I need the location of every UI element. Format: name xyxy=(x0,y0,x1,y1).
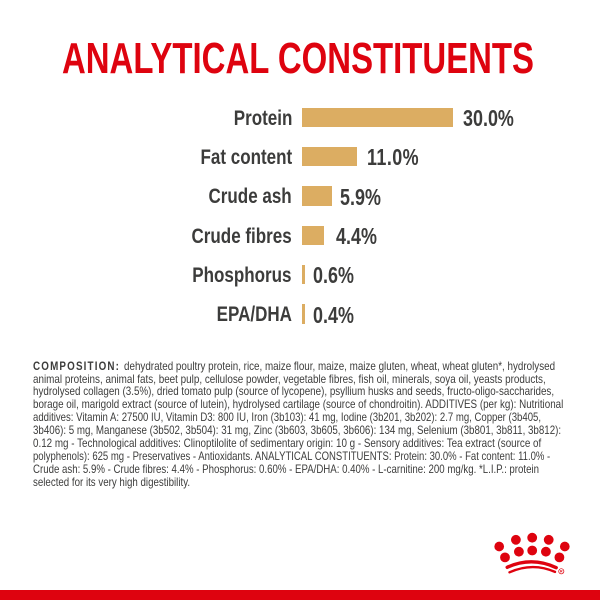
svg-text:R: R xyxy=(560,569,563,573)
